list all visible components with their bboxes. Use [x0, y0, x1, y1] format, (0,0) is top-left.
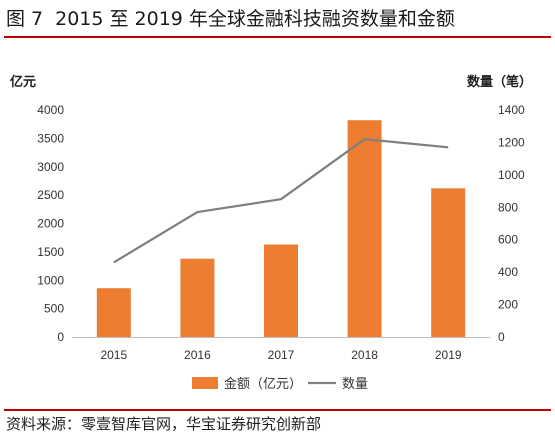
- y2-axis-label: 数量（笔）: [467, 74, 532, 90]
- y-tick-label: 3000: [37, 160, 64, 174]
- title-rule: [4, 36, 551, 38]
- y-tick-label: 500: [44, 302, 64, 316]
- x-tick-label: 2017: [268, 348, 295, 362]
- y2-tick-label: 1000: [498, 168, 525, 182]
- legend-swatch-bar: [192, 377, 218, 389]
- figure-label: 图: [6, 8, 26, 30]
- y2-tick-label: 800: [498, 200, 518, 214]
- chart-legend: 金额（亿元） 数量: [192, 376, 368, 392]
- bar-2016: [180, 258, 215, 337]
- line-series: [113, 138, 449, 264]
- y-tick-label: 2000: [37, 217, 64, 231]
- y2-tick-label: 400: [498, 265, 518, 279]
- x-tick-label: 2016: [184, 348, 211, 362]
- bar-2019: [431, 188, 466, 337]
- bar-series: [96, 120, 466, 337]
- y-tick-label: 0: [57, 330, 64, 344]
- y2-tick-label: 1400: [498, 103, 525, 117]
- x-tick-label: 2015: [100, 348, 127, 362]
- y2-tick-label: 1200: [498, 135, 525, 149]
- y2-tick-label: 0: [498, 330, 505, 344]
- figure-title-text: 2015 至 2019 年全球金融科技融资数量和金额: [55, 8, 455, 30]
- y-tick-label: 1500: [37, 245, 64, 259]
- bar-2015: [96, 288, 131, 337]
- y-tick-label: 4000: [37, 103, 64, 117]
- y-tick-label: 2500: [37, 188, 64, 202]
- y-axis-label: 亿元: [10, 74, 36, 90]
- y2-tick-label: 200: [498, 298, 518, 312]
- legend-label-bar: 金额（亿元）: [224, 376, 302, 392]
- tick-labels: 0 500 1000 1500 2000 2500 3000 3500 4000 0 200 400 6…: [10, 74, 532, 362]
- y-tick-label: 3500: [37, 131, 64, 145]
- source-note: 资料来源：零壹智库官网，华宝证券研究创新部: [6, 415, 322, 433]
- figure-number: 7: [31, 8, 44, 30]
- y2-tick-label: 600: [498, 233, 518, 247]
- x-tick-label: 2018: [351, 348, 378, 362]
- legend-label-line: 数量: [342, 377, 368, 392]
- y-tick-label: 1000: [37, 273, 64, 287]
- figure-title: 图 7 2015 至 2019 年全球金融科技融资数量和金额: [6, 4, 455, 34]
- bar-2018: [347, 120, 382, 337]
- line-count: [113, 138, 449, 264]
- source-rule: [4, 409, 551, 411]
- x-tick-label: 2019: [435, 348, 462, 362]
- bar-2017: [264, 244, 298, 337]
